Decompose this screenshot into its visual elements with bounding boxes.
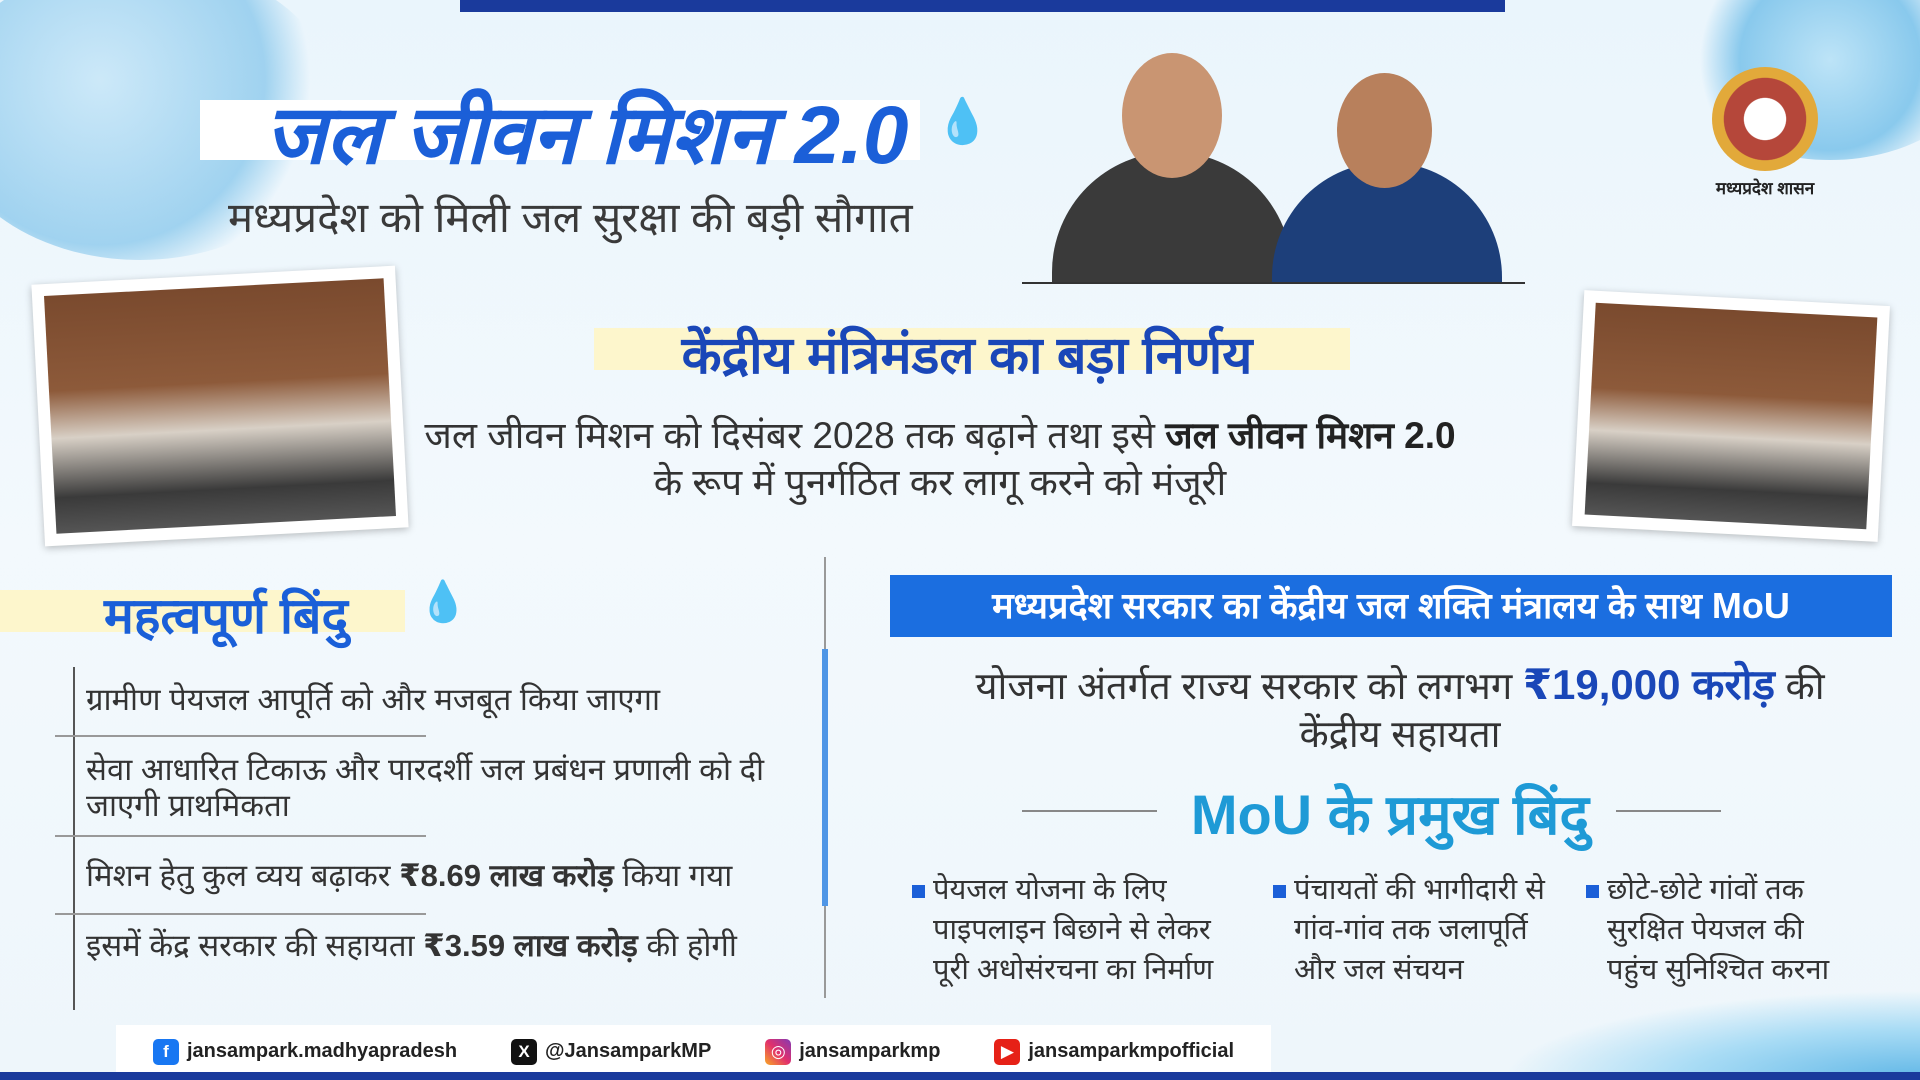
heading-highlight <box>594 328 1350 370</box>
water-drops-icon: 💧 <box>935 97 990 146</box>
decision-line-1: जल जीवन मिशन को दिसंबर 2028 तक बढ़ाने तथ… <box>424 415 1456 456</box>
mou-point: पंचायतों की भागीदारी से गांव-गांव तक जलाप… <box>1273 870 1545 990</box>
social-footer: f jansampark.madhyapradesh X @JansamparkMP… <box>116 1025 1271 1078</box>
divider <box>55 735 426 737</box>
page-subtitle: मध्यप्रदेश को मिली जल सुरक्षा की बड़ी सौ… <box>228 194 913 241</box>
decision-line-2: के रूप में पुनर्गठित कर लागू करने को मंज… <box>653 462 1227 503</box>
list-item: मिशन हेतु कुल व्यय बढ़ाकर ₹8.69 लाख करोड… <box>86 858 733 893</box>
leaders-photo <box>1022 43 1525 284</box>
water-wave-decoration <box>1500 990 1920 1080</box>
instagram-icon: ◎ <box>765 1038 792 1065</box>
meeting-photo <box>1572 290 1890 542</box>
title-background <box>200 100 920 160</box>
page-title: जल जीवन मिशन 2.0 <box>265 90 909 181</box>
mp-government-emblem <box>1712 67 1818 171</box>
bottom-bar <box>0 1072 1920 1080</box>
instagram-link[interactable]: ◎ jansamparkmp <box>765 1038 940 1065</box>
list-item: सेवा आधारित टिकाऊ और पारदर्शी जल प्रबंधन… <box>86 752 765 823</box>
column-divider-accent <box>822 649 828 906</box>
facebook-icon: f <box>152 1038 179 1065</box>
water-drops-icon: 💧 <box>418 580 468 624</box>
x-icon: X <box>511 1038 538 1065</box>
youtube-icon: ▶ <box>994 1038 1021 1065</box>
list-vertical-line <box>73 667 75 1010</box>
emblem-label: मध्यप्रदेश शासन <box>1715 179 1815 198</box>
bullet-icon <box>912 884 925 898</box>
aid-line-1: योजना अंतर्गत राज्य सरकार को लगभग ₹19,00… <box>975 661 1825 708</box>
mou-points-heading: MoU के प्रमुख बिंदु <box>1190 783 1590 846</box>
mou-point: पेयजल योजना के लिए पाइपलाइन बिछाने से लेक… <box>912 870 1213 990</box>
mou-signing-photo <box>31 265 409 547</box>
bullet-icon <box>1586 884 1599 898</box>
facebook-link[interactable]: f jansampark.madhyapradesh <box>152 1038 457 1065</box>
key-points-heading: महत्वपूर्ण बिंदु <box>104 588 348 644</box>
top-bar <box>460 0 1505 12</box>
aid-line-2: केंद्रीय सहायता <box>1299 714 1501 756</box>
heading-highlight <box>0 590 405 632</box>
decision-heading: केंद्रीय मंत्रिमंडल का बड़ा निर्णय <box>681 327 1253 385</box>
divider <box>55 835 426 837</box>
x-link[interactable]: X @JansamparkMP <box>511 1038 711 1065</box>
divider <box>1022 810 1157 812</box>
divider <box>55 913 426 915</box>
divider <box>1616 810 1721 812</box>
list-item: इसमें केंद्र सरकार की सहायता ₹3.59 लाख क… <box>86 928 737 963</box>
mou-point: छोटे-छोटे गांवों तक सुरक्षित पेयजल की पहुं… <box>1586 870 1829 990</box>
bullet-icon <box>1273 884 1286 898</box>
youtube-link[interactable]: ▶ jansamparkmpofficial <box>994 1038 1234 1065</box>
mou-banner: मध्यप्रदेश सरकार का केंद्रीय जल शक्ति मं… <box>890 575 1892 637</box>
list-item: ग्रामीण पेयजल आपूर्ति को और मजबूत किया ज… <box>86 682 661 717</box>
